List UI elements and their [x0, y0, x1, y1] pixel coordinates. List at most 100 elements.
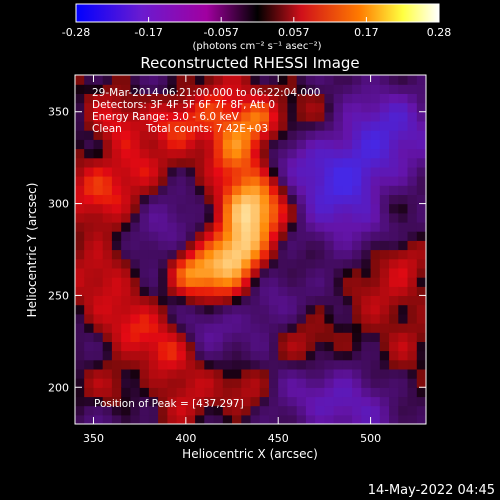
heatmap-cell [139, 120, 150, 131]
heatmap-cell [167, 84, 178, 94]
heatmap-cell [232, 75, 242, 85]
heatmap-cell [204, 286, 215, 296]
heatmap-cell [185, 93, 196, 104]
heatmap-cell [102, 323, 113, 333]
heatmap-cell [333, 286, 344, 296]
heatmap-cell [370, 368, 381, 379]
heatmap-cell [407, 295, 418, 306]
heatmap-cell [361, 84, 372, 94]
heatmap-cell [342, 359, 353, 370]
heatmap-cell [176, 405, 187, 416]
heatmap-cell [278, 148, 288, 159]
heatmap-cell [324, 185, 335, 195]
heatmap-cell [176, 313, 187, 324]
heatmap-cell [213, 304, 224, 315]
heatmap-cell [379, 286, 390, 296]
heatmap-cell [139, 396, 150, 407]
heatmap-cell [389, 378, 399, 388]
colorbar-tick-label: -0.17 [134, 26, 162, 39]
heatmap-cell [287, 176, 298, 186]
heatmap-cell [139, 313, 150, 324]
heatmap-cell [389, 120, 399, 131]
heatmap-cell [111, 221, 122, 232]
heatmap-cell [398, 166, 409, 177]
heatmap-cell [259, 405, 270, 416]
heatmap-cell [158, 267, 168, 278]
heatmap-cell [195, 387, 205, 398]
heatmap-cell [167, 359, 178, 370]
heatmap-cell [342, 185, 353, 195]
heatmap-cell [305, 378, 316, 388]
heatmap-cell [111, 111, 122, 122]
heatmap-cell [121, 313, 131, 324]
heatmap-cell [139, 240, 150, 251]
heatmap-cell [84, 148, 94, 159]
heatmap-cell [102, 194, 113, 205]
heatmap-cell [148, 341, 159, 352]
heatmap-cell [342, 120, 353, 131]
heatmap-cell [222, 396, 233, 407]
heatmap-cell [195, 148, 205, 159]
heatmap-cell [342, 405, 353, 416]
heatmap-cell [370, 332, 381, 342]
heatmap-cell [278, 267, 288, 278]
heatmap-cell [204, 267, 215, 278]
heatmap-cell [121, 166, 131, 177]
heatmap-cell [315, 157, 325, 168]
heatmap-cell [324, 231, 335, 241]
heatmap-cell [305, 277, 316, 287]
heatmap-cell [204, 295, 215, 306]
heatmap-cell [148, 387, 159, 398]
heatmap-cell [93, 139, 104, 150]
heatmap-cell [241, 304, 252, 315]
heatmap-cell [416, 221, 426, 232]
heatmap-cell [278, 84, 288, 94]
heatmap-cell [102, 148, 113, 159]
heatmap-cell [370, 185, 381, 195]
heatmap-cell [333, 332, 344, 342]
heatmap-cell [269, 396, 279, 407]
heatmap-cell [324, 323, 335, 333]
heatmap-cell [352, 304, 362, 315]
heatmap-cell [222, 286, 233, 296]
heatmap-cell [241, 75, 252, 85]
heatmap-cell [195, 378, 205, 388]
heatmap-cell [222, 84, 233, 94]
heatmap-cell [241, 157, 252, 168]
heatmap-cell [379, 341, 390, 352]
heatmap-cell [250, 157, 261, 168]
heatmap-cell [324, 295, 335, 306]
heatmap-cell [195, 139, 205, 150]
heatmap-cell [259, 277, 270, 287]
heatmap-cell [250, 304, 261, 315]
heatmap-cell [324, 221, 335, 232]
heatmap-cell [158, 231, 168, 241]
heatmap-cell [250, 111, 261, 122]
heatmap-cell [204, 405, 215, 416]
heatmap-cell [379, 157, 390, 168]
heatmap-cell [278, 295, 288, 306]
heatmap-cell [167, 176, 178, 186]
heatmap-cell [379, 84, 390, 94]
heatmap-cell [139, 258, 150, 269]
heatmap-cell [315, 203, 325, 214]
heatmap-cell [148, 267, 159, 278]
heatmap-cell [241, 203, 252, 214]
heatmap-cell [342, 350, 353, 361]
heatmap-cell [379, 212, 390, 223]
heatmap-cell [259, 75, 270, 85]
heatmap-cell [121, 341, 131, 352]
heatmap-cell [407, 323, 418, 333]
heatmap-cell [213, 130, 224, 140]
heatmap-cell [407, 75, 418, 85]
heatmap-cell [102, 258, 113, 269]
heatmap-cell [389, 176, 399, 186]
heatmap-cell [102, 359, 113, 370]
heatmap-cell [130, 405, 141, 416]
heatmap-cell [333, 304, 344, 315]
heatmap-cell [342, 267, 353, 278]
heatmap-cell [416, 313, 426, 324]
heatmap-cell [324, 75, 335, 85]
heatmap-cell [379, 102, 390, 113]
heatmap-cell [102, 277, 113, 287]
